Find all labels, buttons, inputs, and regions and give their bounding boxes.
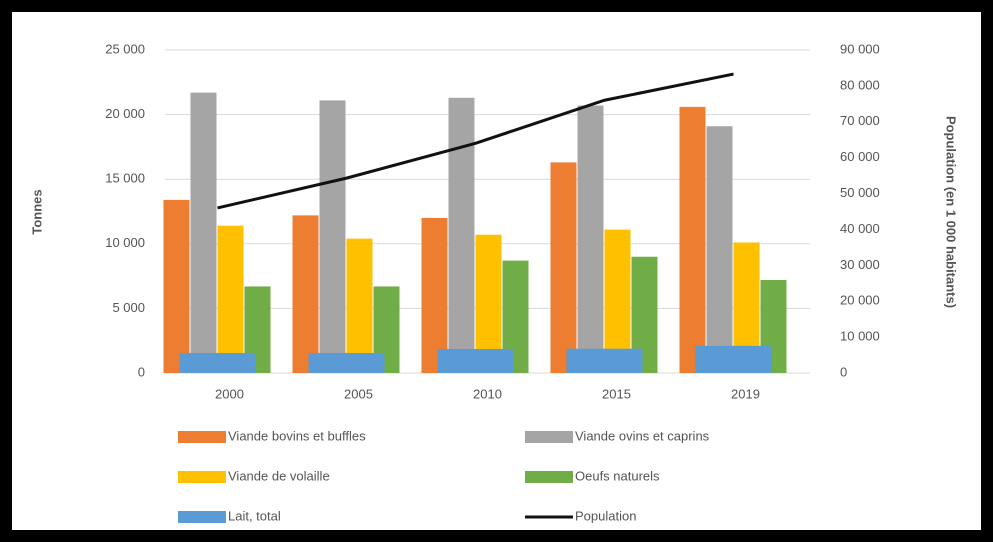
y2-tick-label: 40 000: [840, 221, 880, 236]
y-tick-label: 15 000: [105, 171, 145, 186]
bar: [190, 92, 217, 374]
line-series: [217, 72, 734, 210]
y2-tick-label: 10 000: [840, 329, 880, 344]
legend-label: Viande bovins et buffles: [228, 428, 366, 443]
bar: [437, 348, 514, 373]
bar: [695, 345, 772, 373]
bar: [421, 217, 448, 373]
y-tick-label: 10 000: [105, 235, 145, 250]
legend-swatch: [178, 431, 226, 443]
y-tick-label: 0: [138, 364, 145, 379]
bar: [448, 97, 475, 373]
bar: [292, 215, 319, 373]
legend-label: Viande de volaille: [228, 468, 330, 483]
bar: [217, 225, 244, 373]
bar: [319, 100, 346, 373]
legend-label: Viande ovins et caprins: [575, 428, 710, 443]
legend-label: Population: [575, 508, 636, 523]
bar: [163, 199, 190, 373]
bar: [346, 238, 373, 373]
y-tick-label: 25 000: [105, 41, 145, 56]
y2-tick-label: 20 000: [840, 293, 880, 308]
bar: [577, 105, 604, 373]
y2-tick-label: 0: [840, 364, 847, 379]
bar: [550, 162, 577, 373]
y2-tick-label: 80 000: [840, 77, 880, 92]
y-tick-label: 5 000: [112, 300, 145, 315]
legend-swatch: [525, 431, 573, 443]
legend-swatch: [178, 511, 226, 523]
bar: [706, 126, 733, 373]
y-axis-label: Tonnes: [29, 189, 44, 234]
y2-tick-label: 60 000: [840, 149, 880, 164]
y2-tick-label: 70 000: [840, 113, 880, 128]
x-tick-label: 2015: [602, 386, 631, 401]
y-tick-label: 20 000: [105, 106, 145, 121]
legend-swatch: [178, 471, 226, 483]
bar: [566, 348, 643, 373]
y2-tick-label: 90 000: [840, 41, 880, 56]
x-tick-label: 2000: [215, 386, 244, 401]
bar: [308, 352, 385, 373]
x-tick-label: 2010: [473, 386, 502, 401]
bar: [179, 352, 256, 373]
y2-tick-label: 50 000: [840, 185, 880, 200]
x-tick-label: 2005: [344, 386, 373, 401]
y2-axis-label: Population (en 1 000 habitants): [944, 116, 959, 308]
x-tick-label: 2019: [731, 386, 760, 401]
bar: [679, 106, 706, 374]
y2-tick-label: 30 000: [840, 257, 880, 272]
legend-label: Lait, total: [228, 508, 281, 523]
legend-swatch: [525, 471, 573, 483]
legend-label: Oeufs naturels: [575, 468, 660, 483]
